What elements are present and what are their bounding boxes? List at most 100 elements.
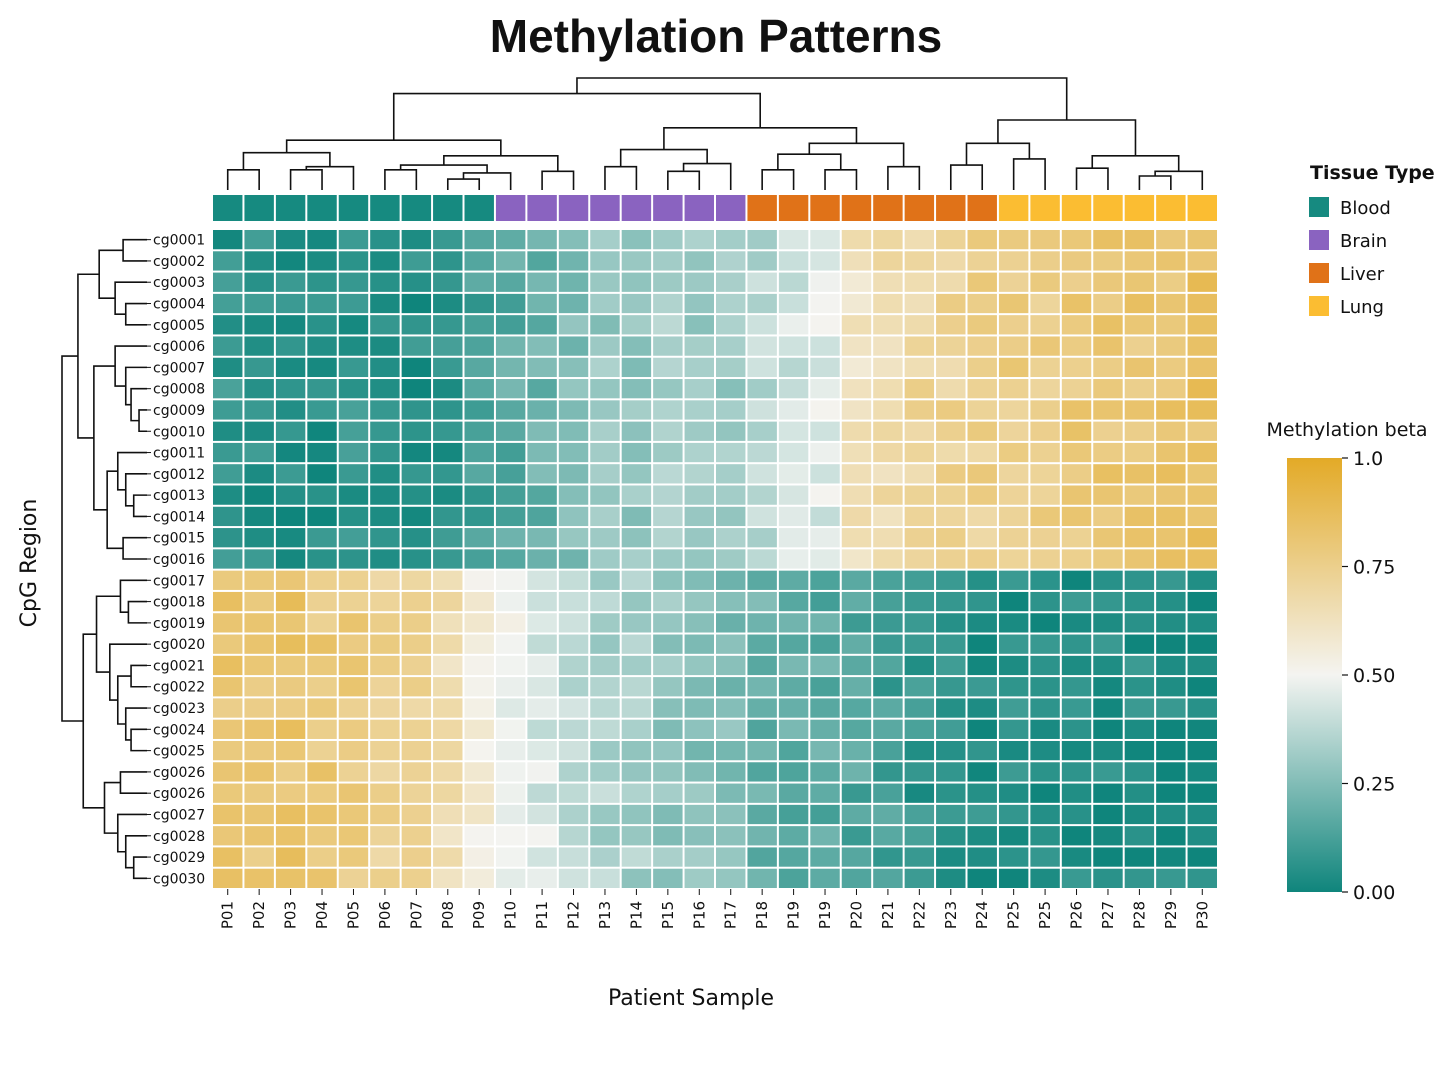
heatmap-cell: [590, 506, 620, 527]
dendrogram-branch: [61, 355, 84, 722]
heatmap-cell: [747, 762, 777, 782]
heatmap-cell: [904, 315, 935, 335]
row-label: cg0023: [153, 701, 205, 717]
heatmap-cell: [464, 272, 494, 292]
heatmap-cell: [307, 762, 337, 782]
heatmap-cell: [1156, 230, 1186, 250]
heatmap-cell: [401, 442, 432, 463]
heatmap-cell: [558, 464, 589, 484]
row-label: cg0002: [153, 254, 205, 270]
heatmap-cell: [810, 293, 840, 314]
heatmap-cell: [684, 464, 714, 484]
heatmap-cell: [338, 655, 369, 676]
heatmap-cell: [275, 826, 306, 846]
heatmap-cell: [621, 698, 652, 718]
tissue-annotation-cell: [213, 195, 243, 221]
heatmap-cell: [936, 336, 966, 356]
heatmap-cell: [1187, 421, 1217, 441]
heatmap-cell: [370, 591, 400, 612]
heatmap-cell: [653, 421, 683, 441]
column-label: P20: [848, 901, 866, 929]
heatmap-cell: [653, 293, 683, 314]
heatmap-cell: [338, 740, 369, 761]
heatmap-cell: [244, 570, 274, 590]
heatmap-cell: [558, 868, 589, 888]
heatmap-cell: [904, 549, 935, 569]
heatmap-cell: [747, 549, 777, 569]
heatmap-cell: [590, 570, 620, 590]
heatmap-cell: [433, 570, 463, 590]
heatmap-cell: [904, 357, 935, 378]
heatmap-cell: [495, 783, 526, 803]
heatmap-cell: [621, 315, 652, 335]
heatmap-cell: [778, 251, 809, 271]
heatmap-cell: [653, 506, 683, 527]
heatmap-cell: [464, 762, 494, 782]
heatmap-cell: [841, 826, 872, 846]
heatmap-cell: [590, 655, 620, 676]
heatmap-cell: [936, 293, 966, 314]
heatmap-cell: [338, 613, 369, 633]
heatmap-cell: [684, 655, 714, 676]
heatmap-cell: [716, 442, 746, 463]
heatmap-cell: [1030, 528, 1060, 548]
heatmap-cell: [464, 698, 494, 718]
heatmap-cell: [244, 719, 274, 739]
heatmap-cell: [213, 826, 243, 846]
heatmap-cell: [653, 251, 683, 271]
heatmap-cell: [873, 421, 903, 441]
tissue-legend-swatch: [1309, 263, 1329, 283]
heatmap-cell: [213, 379, 243, 399]
heatmap-cell: [1156, 762, 1186, 782]
heatmap-cell: [1061, 485, 1092, 505]
dendrogram-branch: [949, 164, 984, 190]
heatmap-cell: [967, 272, 997, 292]
heatmap-cell: [841, 762, 872, 782]
heatmap-cell: [401, 677, 432, 697]
heatmap-cell: [338, 591, 369, 612]
heatmap-cell: [338, 485, 369, 505]
heatmap-cell: [778, 336, 809, 356]
heatmap-cell: [244, 293, 274, 314]
heatmap-cell: [1093, 868, 1123, 888]
heatmap-cell: [590, 528, 620, 548]
heatmap-cell: [1156, 336, 1186, 356]
heatmap-cell: [904, 272, 935, 292]
heatmap-cell: [684, 804, 714, 825]
tissue-annotation-cell: [778, 195, 809, 221]
heatmap-cell: [998, 740, 1029, 761]
heatmap-cell: [998, 230, 1029, 250]
row-labels: cg0001 cg0002 cg0003 cg0004 cg0005 cg0006 cg00…: [147, 233, 205, 887]
heatmap-cell: [338, 357, 369, 378]
dendrogram-branch: [122, 536, 147, 560]
heatmap-cell: [275, 591, 306, 612]
heatmap-cell: [1187, 591, 1217, 612]
heatmap-cell: [873, 634, 903, 654]
heatmap-cell: [370, 485, 400, 505]
dendrogram-branch: [130, 387, 147, 422]
heatmap-cell: [433, 528, 463, 548]
heatmap-cell: [558, 230, 589, 250]
heatmap-cell: [841, 570, 872, 590]
heatmap-cell: [810, 336, 840, 356]
tissue-legend-label: Liver: [1340, 264, 1385, 285]
heatmap-cell: [527, 655, 557, 676]
heatmap-cell: [716, 421, 746, 441]
heatmap-cell: [213, 698, 243, 718]
row-label: cg0008: [153, 382, 205, 398]
heatmap-cell: [590, 826, 620, 846]
heatmap-cell: [307, 293, 337, 314]
heatmap-cell: [401, 379, 432, 399]
heatmap-cell: [1187, 677, 1217, 697]
heatmap-cell: [778, 677, 809, 697]
heatmap-cell: [998, 464, 1029, 484]
heatmap-cell: [1187, 272, 1217, 292]
heatmap-cell: [464, 442, 494, 463]
heatmap-cell: [213, 528, 243, 548]
tissue-legend-label: Blood: [1340, 198, 1391, 219]
heatmap-cell: [401, 506, 432, 527]
heatmap-cell: [1093, 783, 1123, 803]
heatmap-cell: [590, 740, 620, 761]
heatmap-cell: [433, 379, 463, 399]
heatmap-cell: [401, 272, 432, 292]
